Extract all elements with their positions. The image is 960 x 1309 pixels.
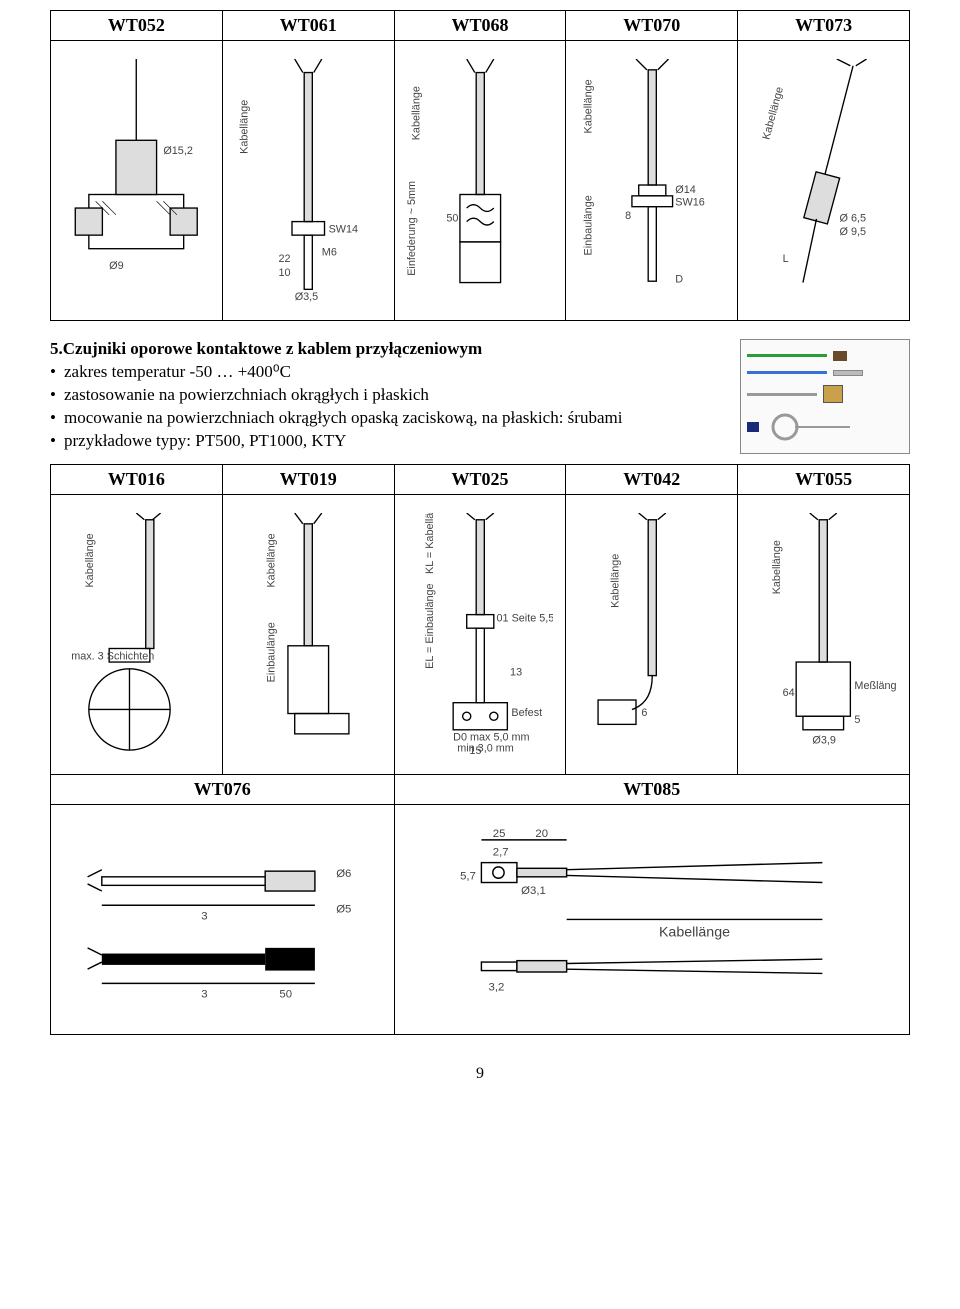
svg-text:SW16: SW16 xyxy=(675,196,705,208)
bullet-item: mocowanie na powierzchniach okrągłych op… xyxy=(50,407,720,430)
table-1-header-row: WT052 WT061 WT068 WT070 WT073 xyxy=(51,11,910,41)
table-2-header-4: WT055 xyxy=(738,465,910,495)
section-5-title: 5.Czujniki oporowe kontaktowe z kablem p… xyxy=(50,339,720,359)
svg-text:25: 25 xyxy=(493,828,506,840)
svg-text:5: 5 xyxy=(855,714,861,726)
table-3-header-0: WT076 xyxy=(51,775,395,805)
svg-text:Einbaulänge: Einbaulänge xyxy=(265,622,277,682)
svg-text:M6: M6 xyxy=(322,246,337,258)
table-3: WT076 WT085 3 Ø6 Ø5 3 50 xyxy=(50,774,910,1035)
diagram-wt085: 25 20 2,7 5,7 Ø3,1 Kabellänge 3,2 xyxy=(394,805,909,1035)
table-3-header-1: WT085 xyxy=(394,775,909,805)
diagram-wt068: Kabellänge 50 Einfederung ~ 5mm xyxy=(394,41,566,321)
svg-text:Ø9: Ø9 xyxy=(109,260,123,272)
table-1-header-4: WT073 xyxy=(738,11,910,41)
table-3-image-row: 3 Ø6 Ø5 3 50 25 20 2,7 xyxy=(51,805,910,1035)
table-3-header-row: WT076 WT085 xyxy=(51,775,910,805)
diagram-wt055: Kabellänge Meßlänge 64 5 Ø3,9 xyxy=(738,495,910,775)
svg-text:Ø 6,5: Ø 6,5 xyxy=(840,212,866,224)
svg-text:D: D xyxy=(675,273,683,285)
table-2-header-1: WT019 xyxy=(222,465,394,495)
svg-text:6: 6 xyxy=(641,707,647,719)
svg-text:64: 64 xyxy=(783,686,795,698)
svg-text:Kabellänge: Kabellänge xyxy=(659,925,730,941)
svg-text:20: 20 xyxy=(535,828,548,840)
section-5: 5.Czujniki oporowe kontaktowe z kablem p… xyxy=(50,339,910,454)
svg-text:Kabellänge: Kabellänge xyxy=(84,533,96,587)
table-1-header-1: WT061 xyxy=(222,11,394,41)
svg-text:Kabellänge: Kabellänge xyxy=(410,86,422,140)
table-2: WT016 WT019 WT025 WT042 WT055 Kabellänge… xyxy=(50,464,910,775)
section-5-photo xyxy=(740,339,910,454)
table-1-header-2: WT068 xyxy=(394,11,566,41)
svg-text:KL = Kabellänge: KL = Kabellänge xyxy=(424,513,436,574)
svg-text:max. 3 Schichten: max. 3 Schichten xyxy=(71,650,154,662)
table-1-header-3: WT070 xyxy=(566,11,738,41)
svg-text:Befest: Befest xyxy=(511,707,542,719)
svg-text:Kabellänge: Kabellänge xyxy=(238,99,250,153)
svg-text:3: 3 xyxy=(201,989,207,1001)
svg-text:Kabellänge: Kabellänge xyxy=(265,533,277,587)
svg-text:Kabellänge: Kabellänge xyxy=(609,553,621,607)
table-2-image-row: Kabellänge max. 3 Schichten Kabellänge E… xyxy=(51,495,910,775)
svg-text:min 3,0 mm: min 3,0 mm xyxy=(457,742,514,754)
svg-text:Einbaulänge: Einbaulänge xyxy=(582,195,594,255)
svg-text:8: 8 xyxy=(625,209,631,221)
bullet-item: zakres temperatur -50 … +400⁰C xyxy=(50,361,720,384)
svg-text:13: 13 xyxy=(510,666,522,678)
diagram-wt019: Kabellänge Einbaulänge xyxy=(222,495,394,775)
svg-text:Ø14: Ø14 xyxy=(675,184,695,196)
diagram-wt025: KL = Kabellänge 01 Seite 5,5 EL = Einbau… xyxy=(394,495,566,775)
bullet-item: zastosowanie na powierzchniach okrągłych… xyxy=(50,384,720,407)
svg-text:3: 3 xyxy=(201,910,207,922)
table-2-header-2: WT025 xyxy=(394,465,566,495)
table-2-header-3: WT042 xyxy=(566,465,738,495)
section-5-text: 5.Czujniki oporowe kontaktowe z kablem p… xyxy=(50,339,720,453)
svg-text:50: 50 xyxy=(279,989,292,1001)
svg-text:Kabellänge: Kabellänge xyxy=(761,85,787,140)
diagram-wt073: Kabellänge Ø 6,5 Ø 9,5 L xyxy=(738,41,910,321)
svg-text:Einfederung ~ 5mm: Einfederung ~ 5mm xyxy=(407,181,418,276)
table-1-image-row: Ø15,2 Ø9 Kabellänge SW14 M6 22 10 Ø3,5 xyxy=(51,41,910,321)
diagram-wt061: Kabellänge SW14 M6 22 10 Ø3,5 xyxy=(222,41,394,321)
svg-text:22: 22 xyxy=(278,253,290,265)
diagram-wt052: Ø15,2 Ø9 xyxy=(51,41,223,321)
svg-text:01 Seite 5,5: 01 Seite 5,5 xyxy=(496,612,553,624)
svg-text:Ø 9,5: Ø 9,5 xyxy=(840,226,866,238)
svg-text:3,2: 3,2 xyxy=(488,982,504,994)
svg-text:50: 50 xyxy=(446,212,458,224)
svg-text:Ø6: Ø6 xyxy=(336,868,351,880)
table-1: WT052 WT061 WT068 WT070 WT073 Ø15,2 Ø9 xyxy=(50,10,910,321)
svg-text:Kabellänge: Kabellänge xyxy=(771,540,783,594)
svg-text:Ø15,2: Ø15,2 xyxy=(163,144,193,156)
svg-text:10: 10 xyxy=(278,266,290,278)
section-5-bullets: zakres temperatur -50 … +400⁰C zastosowa… xyxy=(50,361,720,453)
svg-text:5,7: 5,7 xyxy=(460,871,476,883)
svg-text:Kabellänge: Kabellänge xyxy=(582,79,594,133)
svg-text:Meßlänge: Meßlänge xyxy=(855,680,897,692)
svg-text:Ø5: Ø5 xyxy=(336,903,351,915)
svg-text:15: 15 xyxy=(469,745,481,757)
bullet-item: przykładowe typy: PT500, PT1000, KTY xyxy=(50,430,720,453)
diagram-wt016: Kabellänge max. 3 Schichten xyxy=(51,495,223,775)
svg-text:Ø3,5: Ø3,5 xyxy=(295,291,318,303)
svg-text:EL = Einbaulänge: EL = Einbaulänge xyxy=(424,583,436,668)
table-1-header-0: WT052 xyxy=(51,11,223,41)
svg-text:2,7: 2,7 xyxy=(493,847,509,859)
svg-text:SW14: SW14 xyxy=(329,223,359,235)
table-2-header-row: WT016 WT019 WT025 WT042 WT055 xyxy=(51,465,910,495)
svg-text:Ø3,9: Ø3,9 xyxy=(813,734,836,746)
diagram-wt070: Kabellänge Ø14 SW16 8 Einbaulänge D xyxy=(566,41,738,321)
svg-text:L: L xyxy=(783,253,789,265)
diagram-wt042: Kabellänge 6 xyxy=(566,495,738,775)
svg-text:Ø3,1: Ø3,1 xyxy=(521,885,546,897)
page-number: 9 xyxy=(50,1065,910,1083)
table-2-header-0: WT016 xyxy=(51,465,223,495)
diagram-wt076: 3 Ø6 Ø5 3 50 xyxy=(51,805,395,1035)
